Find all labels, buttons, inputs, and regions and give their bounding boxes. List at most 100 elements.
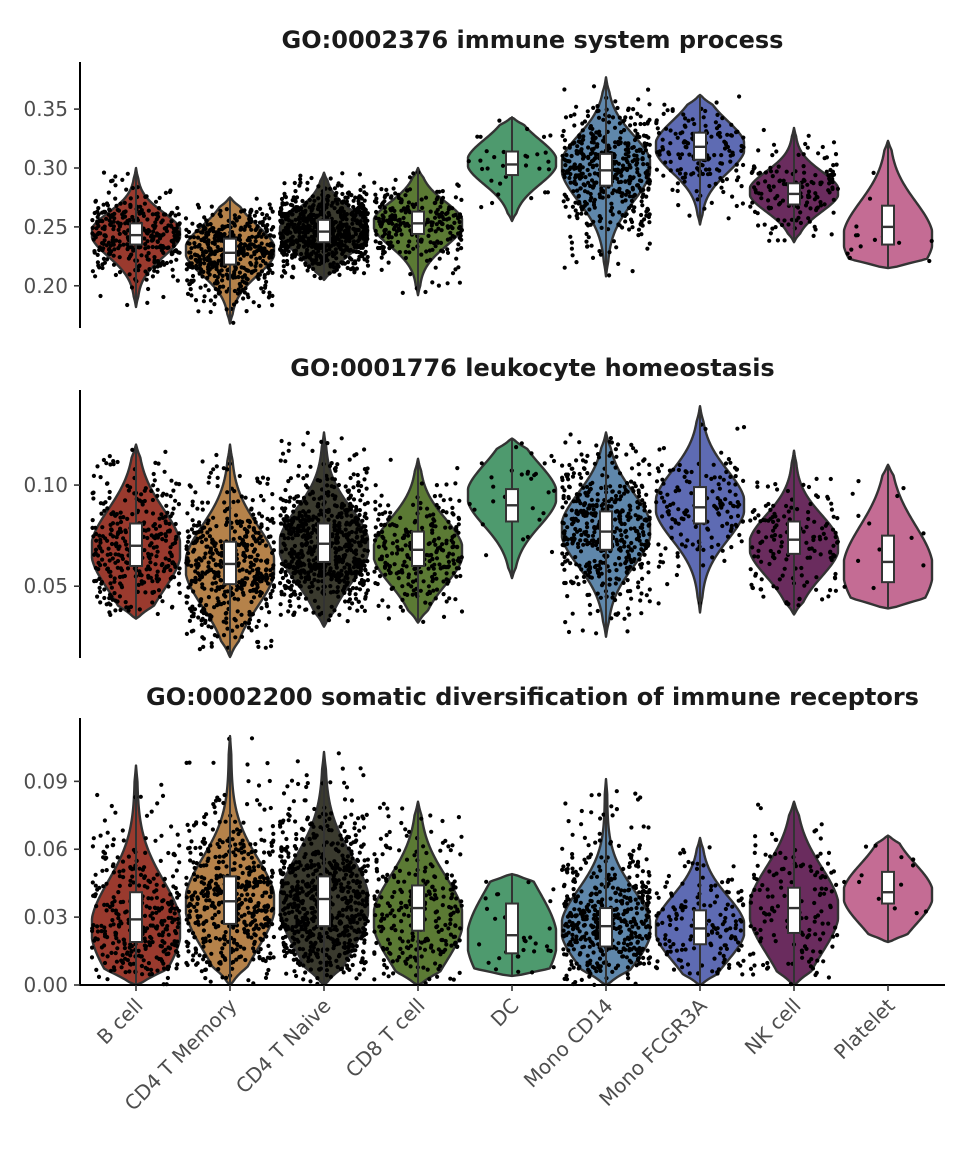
- data-point: [432, 518, 437, 523]
- data-point: [608, 577, 613, 582]
- data-point: [185, 562, 190, 567]
- data-point: [253, 264, 258, 269]
- data-point: [572, 140, 577, 145]
- data-point: [575, 144, 580, 149]
- data-point: [630, 225, 635, 230]
- data-point: [169, 238, 174, 244]
- data-point: [102, 587, 107, 592]
- data-point: [434, 576, 439, 581]
- data-point: [927, 258, 932, 264]
- data-point: [236, 261, 241, 266]
- data-point: [259, 606, 264, 611]
- data-point: [193, 578, 198, 583]
- data-point: [199, 622, 204, 628]
- data-point: [302, 499, 308, 504]
- data-point: [301, 509, 306, 514]
- data-point: [310, 448, 315, 453]
- data-point: [252, 547, 258, 552]
- data-point: [122, 200, 127, 205]
- data-point: [240, 590, 246, 595]
- data-point: [429, 523, 434, 528]
- data-point: [177, 222, 182, 227]
- data-point: [627, 612, 632, 617]
- data-point: [383, 546, 388, 551]
- data-point: [199, 618, 204, 623]
- data-point: [612, 174, 617, 179]
- data-point: [121, 242, 126, 247]
- data-point: [309, 258, 314, 263]
- data-point: [268, 206, 273, 211]
- data-point: [187, 618, 192, 624]
- data-point: [353, 570, 358, 575]
- data-point: [443, 525, 448, 530]
- data-point: [235, 609, 240, 614]
- data-point: [593, 155, 598, 161]
- data-point: [252, 536, 257, 541]
- data-point: [101, 457, 106, 463]
- data-point: [309, 580, 314, 585]
- data-point: [429, 564, 435, 569]
- data-point: [157, 245, 162, 250]
- data-point: [622, 544, 627, 549]
- panel-title: GO:0001776 leukocyte homeostasis: [290, 354, 774, 382]
- data-point: [458, 573, 463, 579]
- data-point: [623, 156, 628, 161]
- data-point: [335, 201, 340, 206]
- data-point: [256, 244, 261, 249]
- data-point: [379, 255, 384, 260]
- data-point: [127, 218, 132, 223]
- data-point: [281, 533, 286, 538]
- data-point: [587, 162, 592, 167]
- data-point: [346, 542, 351, 547]
- data-point: [153, 212, 159, 217]
- data-point: [561, 496, 566, 501]
- data-point: [95, 260, 100, 265]
- data-point: [185, 511, 190, 516]
- data-point: [231, 320, 236, 325]
- data-point: [170, 267, 175, 272]
- data-point: [331, 260, 336, 266]
- data-point: [108, 574, 113, 579]
- data-point: [255, 553, 260, 558]
- data-point: [364, 486, 369, 491]
- data-point: [110, 597, 115, 602]
- data-point: [413, 518, 418, 524]
- data-point: [587, 207, 592, 212]
- data-point: [388, 206, 393, 212]
- data-point: [734, 178, 740, 183]
- data-point: [166, 245, 171, 250]
- data-point: [314, 515, 319, 520]
- data-point: [281, 252, 286, 257]
- data-point: [574, 260, 579, 265]
- data-point: [676, 203, 681, 208]
- data-point: [345, 619, 350, 624]
- data-point: [389, 586, 394, 592]
- data-point: [103, 234, 108, 239]
- data-point: [189, 261, 194, 266]
- data-point: [238, 523, 243, 529]
- data-point: [576, 193, 582, 198]
- data-point: [582, 199, 588, 205]
- data-point: [112, 576, 117, 581]
- data-point: [265, 560, 270, 565]
- data-point: [148, 560, 153, 565]
- data-point: [245, 252, 250, 257]
- data-point: [243, 554, 248, 560]
- data-point: [115, 521, 120, 526]
- data-point: [289, 522, 294, 527]
- data-point: [206, 288, 211, 293]
- data-point: [267, 255, 272, 260]
- data-point: [362, 447, 367, 452]
- data-point: [263, 645, 268, 650]
- data-point: [142, 548, 147, 553]
- data-point: [392, 562, 397, 567]
- data-point: [124, 187, 129, 192]
- data-point: [768, 188, 773, 193]
- data-point: [291, 265, 296, 271]
- data-point: [390, 551, 395, 556]
- data-point: [459, 237, 464, 242]
- data-point: [310, 517, 315, 522]
- data-point: [283, 499, 289, 504]
- data-point: [306, 558, 311, 563]
